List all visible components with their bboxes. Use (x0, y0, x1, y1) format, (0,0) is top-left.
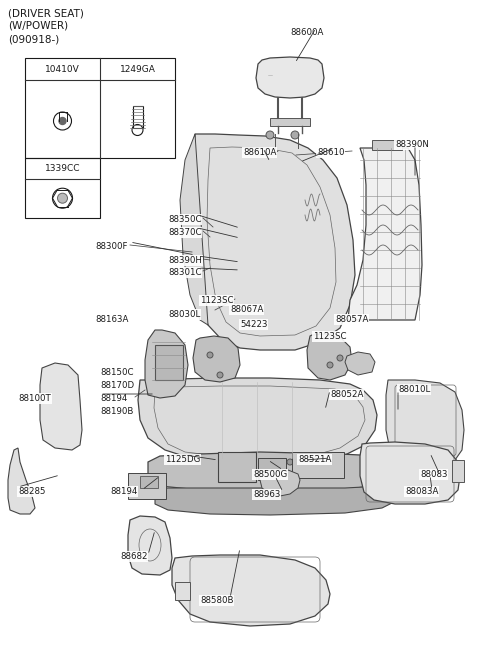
Circle shape (266, 131, 274, 139)
Text: 88194: 88194 (110, 487, 137, 496)
Polygon shape (307, 334, 352, 380)
Circle shape (327, 362, 333, 368)
Text: 88580B: 88580B (200, 596, 233, 605)
Bar (132, 106, 143, 128)
Text: 1339CC: 1339CC (45, 164, 80, 173)
Circle shape (337, 355, 343, 361)
Text: 88682: 88682 (120, 552, 147, 561)
Bar (25, 58, 175, 158)
Text: 88610: 88610 (317, 148, 345, 157)
Circle shape (217, 372, 223, 378)
Polygon shape (128, 516, 172, 575)
Bar (452, 460, 464, 482)
Polygon shape (40, 363, 82, 450)
Polygon shape (8, 448, 35, 514)
Text: 88170D: 88170D (100, 381, 134, 390)
Bar (292, 452, 344, 478)
Text: 88301C: 88301C (168, 268, 202, 277)
Text: 88390N: 88390N (395, 140, 429, 149)
Polygon shape (386, 380, 464, 462)
Text: 88963: 88963 (253, 490, 280, 499)
Bar (140, 476, 158, 488)
Text: 88600A: 88600A (290, 28, 324, 37)
Text: 88067A: 88067A (230, 305, 264, 314)
Polygon shape (155, 486, 394, 515)
Text: 10410V: 10410V (45, 64, 80, 73)
Text: 88163A: 88163A (95, 315, 128, 324)
Bar (175, 582, 190, 600)
Polygon shape (180, 134, 208, 325)
Polygon shape (258, 470, 300, 496)
Polygon shape (348, 148, 422, 320)
Text: 88100T: 88100T (18, 394, 51, 403)
Text: 88350C: 88350C (168, 215, 202, 224)
Circle shape (267, 459, 273, 465)
Circle shape (207, 352, 213, 358)
Circle shape (59, 117, 66, 125)
Text: (DRIVER SEAT): (DRIVER SEAT) (8, 8, 84, 18)
Circle shape (291, 131, 299, 139)
Text: 1123SC: 1123SC (200, 296, 233, 305)
Text: 88285: 88285 (18, 487, 46, 496)
Text: 1125DG: 1125DG (165, 455, 200, 464)
Text: 88500G: 88500G (253, 470, 287, 479)
Text: 88083A: 88083A (405, 487, 438, 496)
Polygon shape (138, 378, 377, 463)
Text: 88610A: 88610A (243, 148, 276, 157)
Polygon shape (345, 352, 375, 375)
Bar (258, 458, 286, 480)
Bar (218, 452, 256, 482)
Text: 54223: 54223 (240, 320, 267, 329)
Polygon shape (145, 330, 188, 398)
Text: (W/POWER): (W/POWER) (8, 21, 68, 31)
Text: 88052A: 88052A (330, 390, 363, 399)
Polygon shape (256, 57, 324, 98)
Text: 88370C: 88370C (168, 228, 202, 237)
Text: 88300F: 88300F (95, 242, 128, 251)
Polygon shape (172, 555, 330, 626)
Text: 88190B: 88190B (100, 407, 133, 416)
Text: 88083: 88083 (420, 470, 447, 479)
Text: (090918-): (090918-) (8, 34, 59, 44)
Text: 1249GA: 1249GA (120, 64, 156, 73)
Bar (25, 158, 100, 218)
Text: 88194: 88194 (100, 394, 127, 403)
Bar (128, 473, 166, 499)
Text: 88010L: 88010L (398, 385, 430, 394)
Text: 88150C: 88150C (100, 368, 133, 377)
Text: 88521A: 88521A (298, 455, 331, 464)
Bar (372, 140, 402, 150)
Text: 88390H: 88390H (168, 256, 202, 265)
Text: 1123SC: 1123SC (313, 332, 347, 341)
Circle shape (58, 194, 68, 203)
Polygon shape (193, 336, 240, 382)
Bar (155, 345, 183, 380)
Polygon shape (148, 452, 393, 492)
Polygon shape (360, 442, 460, 504)
Polygon shape (190, 134, 355, 350)
Bar (270, 118, 310, 126)
Text: 88030L: 88030L (168, 310, 200, 319)
Circle shape (287, 459, 293, 465)
Text: 88057A: 88057A (335, 315, 368, 324)
